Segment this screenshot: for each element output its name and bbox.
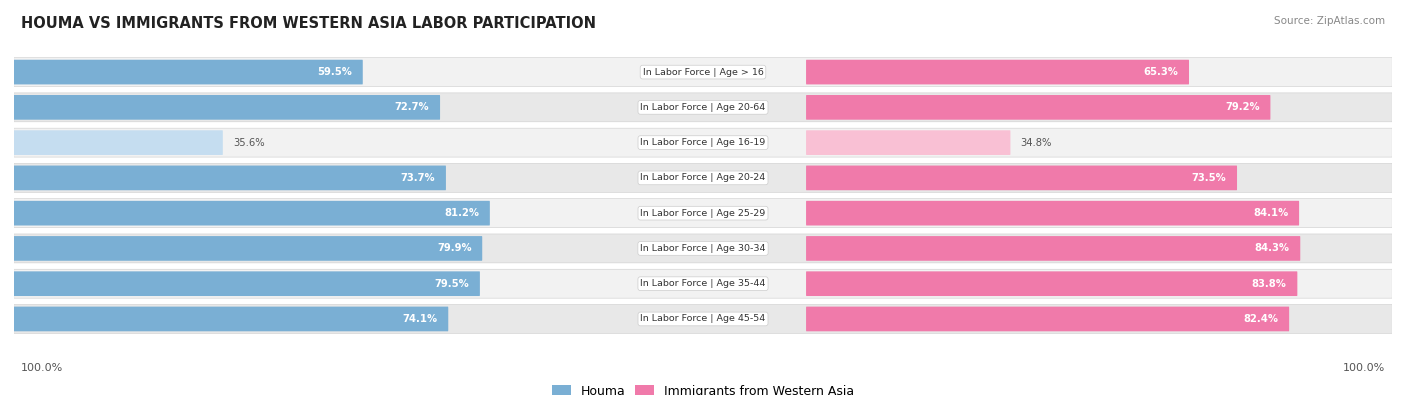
Text: In Labor Force | Age 20-24: In Labor Force | Age 20-24 [640,173,766,182]
Text: HOUMA VS IMMIGRANTS FROM WESTERN ASIA LABOR PARTICIPATION: HOUMA VS IMMIGRANTS FROM WESTERN ASIA LA… [21,16,596,31]
FancyBboxPatch shape [806,130,1011,155]
Text: In Labor Force | Age 20-64: In Labor Force | Age 20-64 [640,103,766,112]
Text: 82.4%: 82.4% [1243,314,1278,324]
FancyBboxPatch shape [14,58,1392,87]
Text: 84.1%: 84.1% [1253,208,1288,218]
Text: 83.8%: 83.8% [1251,279,1286,289]
Text: In Labor Force | Age 35-44: In Labor Force | Age 35-44 [640,279,766,288]
Text: 73.5%: 73.5% [1192,173,1226,183]
Text: 79.9%: 79.9% [437,243,471,254]
FancyBboxPatch shape [14,305,1392,333]
Text: In Labor Force | Age 45-54: In Labor Force | Age 45-54 [640,314,766,324]
FancyBboxPatch shape [14,130,222,155]
FancyBboxPatch shape [14,201,489,226]
FancyBboxPatch shape [14,234,1392,263]
Text: 65.3%: 65.3% [1143,67,1178,77]
FancyBboxPatch shape [14,271,479,296]
FancyBboxPatch shape [14,93,1392,122]
Text: In Labor Force | Age 25-29: In Labor Force | Age 25-29 [640,209,766,218]
FancyBboxPatch shape [14,269,1392,298]
Text: 34.8%: 34.8% [1021,137,1052,148]
FancyBboxPatch shape [806,201,1299,226]
FancyBboxPatch shape [806,307,1289,331]
FancyBboxPatch shape [14,60,363,85]
Text: 79.2%: 79.2% [1225,102,1260,112]
FancyBboxPatch shape [14,95,440,120]
FancyBboxPatch shape [806,271,1298,296]
Text: 100.0%: 100.0% [1343,363,1385,373]
Text: 81.2%: 81.2% [444,208,479,218]
Text: In Labor Force | Age > 16: In Labor Force | Age > 16 [643,68,763,77]
Text: In Labor Force | Age 30-34: In Labor Force | Age 30-34 [640,244,766,253]
Text: 35.6%: 35.6% [233,137,264,148]
Text: 79.5%: 79.5% [434,279,470,289]
FancyBboxPatch shape [14,236,482,261]
Text: In Labor Force | Age 16-19: In Labor Force | Age 16-19 [640,138,766,147]
Text: Source: ZipAtlas.com: Source: ZipAtlas.com [1274,16,1385,26]
FancyBboxPatch shape [14,199,1392,228]
Text: 72.7%: 72.7% [395,102,429,112]
Text: 59.5%: 59.5% [318,67,352,77]
FancyBboxPatch shape [806,60,1189,85]
FancyBboxPatch shape [14,164,1392,192]
FancyBboxPatch shape [806,95,1271,120]
FancyBboxPatch shape [14,128,1392,157]
Text: 84.3%: 84.3% [1254,243,1289,254]
Text: 73.7%: 73.7% [401,173,436,183]
FancyBboxPatch shape [14,166,446,190]
Legend: Houma, Immigrants from Western Asia: Houma, Immigrants from Western Asia [547,380,859,395]
FancyBboxPatch shape [806,166,1237,190]
FancyBboxPatch shape [806,236,1301,261]
FancyBboxPatch shape [14,307,449,331]
Text: 100.0%: 100.0% [21,363,63,373]
Text: 74.1%: 74.1% [402,314,437,324]
